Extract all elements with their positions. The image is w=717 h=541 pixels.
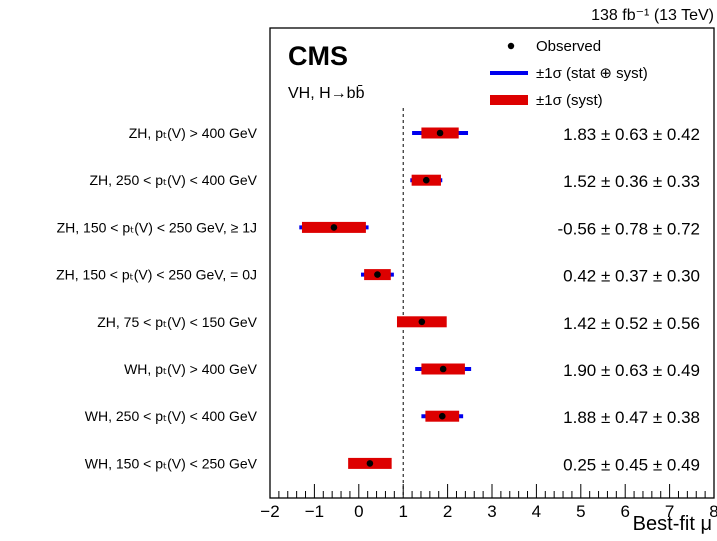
- x-tick-label: 5: [576, 502, 585, 521]
- observed-point: [436, 129, 444, 137]
- category-label: ZH, 150 < pₜ(V) < 250 GeV, ≥ 1J: [57, 219, 257, 235]
- value-label: 1.90 ± 0.63 ± 0.49: [563, 361, 700, 380]
- legend-symbol-dot: [507, 42, 515, 50]
- x-tick-label: −2: [260, 502, 279, 521]
- value-label: -0.56 ± 0.78 ± 0.72: [558, 219, 700, 238]
- x-tick-label: 3: [487, 502, 496, 521]
- x-tick-label: 4: [532, 502, 541, 521]
- value-label: 0.25 ± 0.45 ± 0.49: [563, 455, 700, 474]
- experiment-label: CMS: [288, 41, 348, 71]
- category-label: ZH, 75 < pₜ(V) < 150 GeV: [97, 314, 257, 330]
- value-label: 1.83 ± 0.63 ± 0.42: [563, 125, 700, 144]
- observed-point: [366, 460, 374, 467]
- observed-point: [330, 224, 338, 231]
- observed-point: [374, 271, 381, 278]
- observed-point: [418, 318, 426, 326]
- observed-point: [422, 176, 430, 184]
- observed-point: [438, 412, 446, 420]
- x-tick-label: 0: [354, 502, 363, 521]
- x-tick-label: 2: [443, 502, 452, 521]
- value-label: 1.88 ± 0.47 ± 0.38: [563, 408, 700, 427]
- lumi-label: 138 fb⁻¹ (13 TeV): [591, 7, 714, 24]
- legend: Observed ±1σ (stat ⊕ syst) ±1σ (syst): [490, 38, 648, 109]
- x-tick-label: 1: [398, 502, 407, 521]
- category-label: ZH, pₜ(V) > 400 GeV: [129, 125, 258, 141]
- legend-label: ±1σ (stat ⊕ syst): [536, 65, 648, 82]
- x-tick-label: 6: [620, 502, 629, 521]
- x-axis: −2 −1 0 1 2 3 4 5 6 7 8: [260, 484, 717, 521]
- value-label: 1.42 ± 0.52 ± 0.56: [563, 314, 700, 333]
- x-tick-label: 8: [709, 502, 717, 521]
- value-label: 1.52 ± 0.36 ± 0.33: [563, 172, 700, 191]
- category-label: ZH, 150 < pₜ(V) < 250 GeV, = 0J: [56, 267, 257, 283]
- data-rows: ZH, pₜ(V) > 400 GeV 1.83 ± 0.63 ± 0.42 ZH,…: [56, 125, 700, 474]
- legend-label: Observed: [536, 38, 601, 55]
- legend-symbol-box: [490, 95, 528, 105]
- x-axis-label: Best-fit μ: [633, 513, 712, 535]
- category-label: ZH, 250 < pₜ(V) < 400 GeV: [89, 172, 257, 188]
- x-tick-label: −1: [305, 502, 324, 521]
- value-label: 0.42 ± 0.37 ± 0.30: [563, 267, 700, 286]
- observed-point: [439, 365, 447, 373]
- legend-label: ±1σ (syst): [536, 92, 603, 109]
- chart-subtitle: VH, H→bb̄: [288, 85, 365, 102]
- category-label: WH, 250 < pₜ(V) < 400 GeV: [85, 408, 258, 424]
- x-tick-label: 7: [665, 502, 674, 521]
- category-label: WH, 150 < pₜ(V) < 250 GeV: [85, 455, 258, 471]
- category-label: WH, pₜ(V) > 400 GeV: [124, 361, 258, 377]
